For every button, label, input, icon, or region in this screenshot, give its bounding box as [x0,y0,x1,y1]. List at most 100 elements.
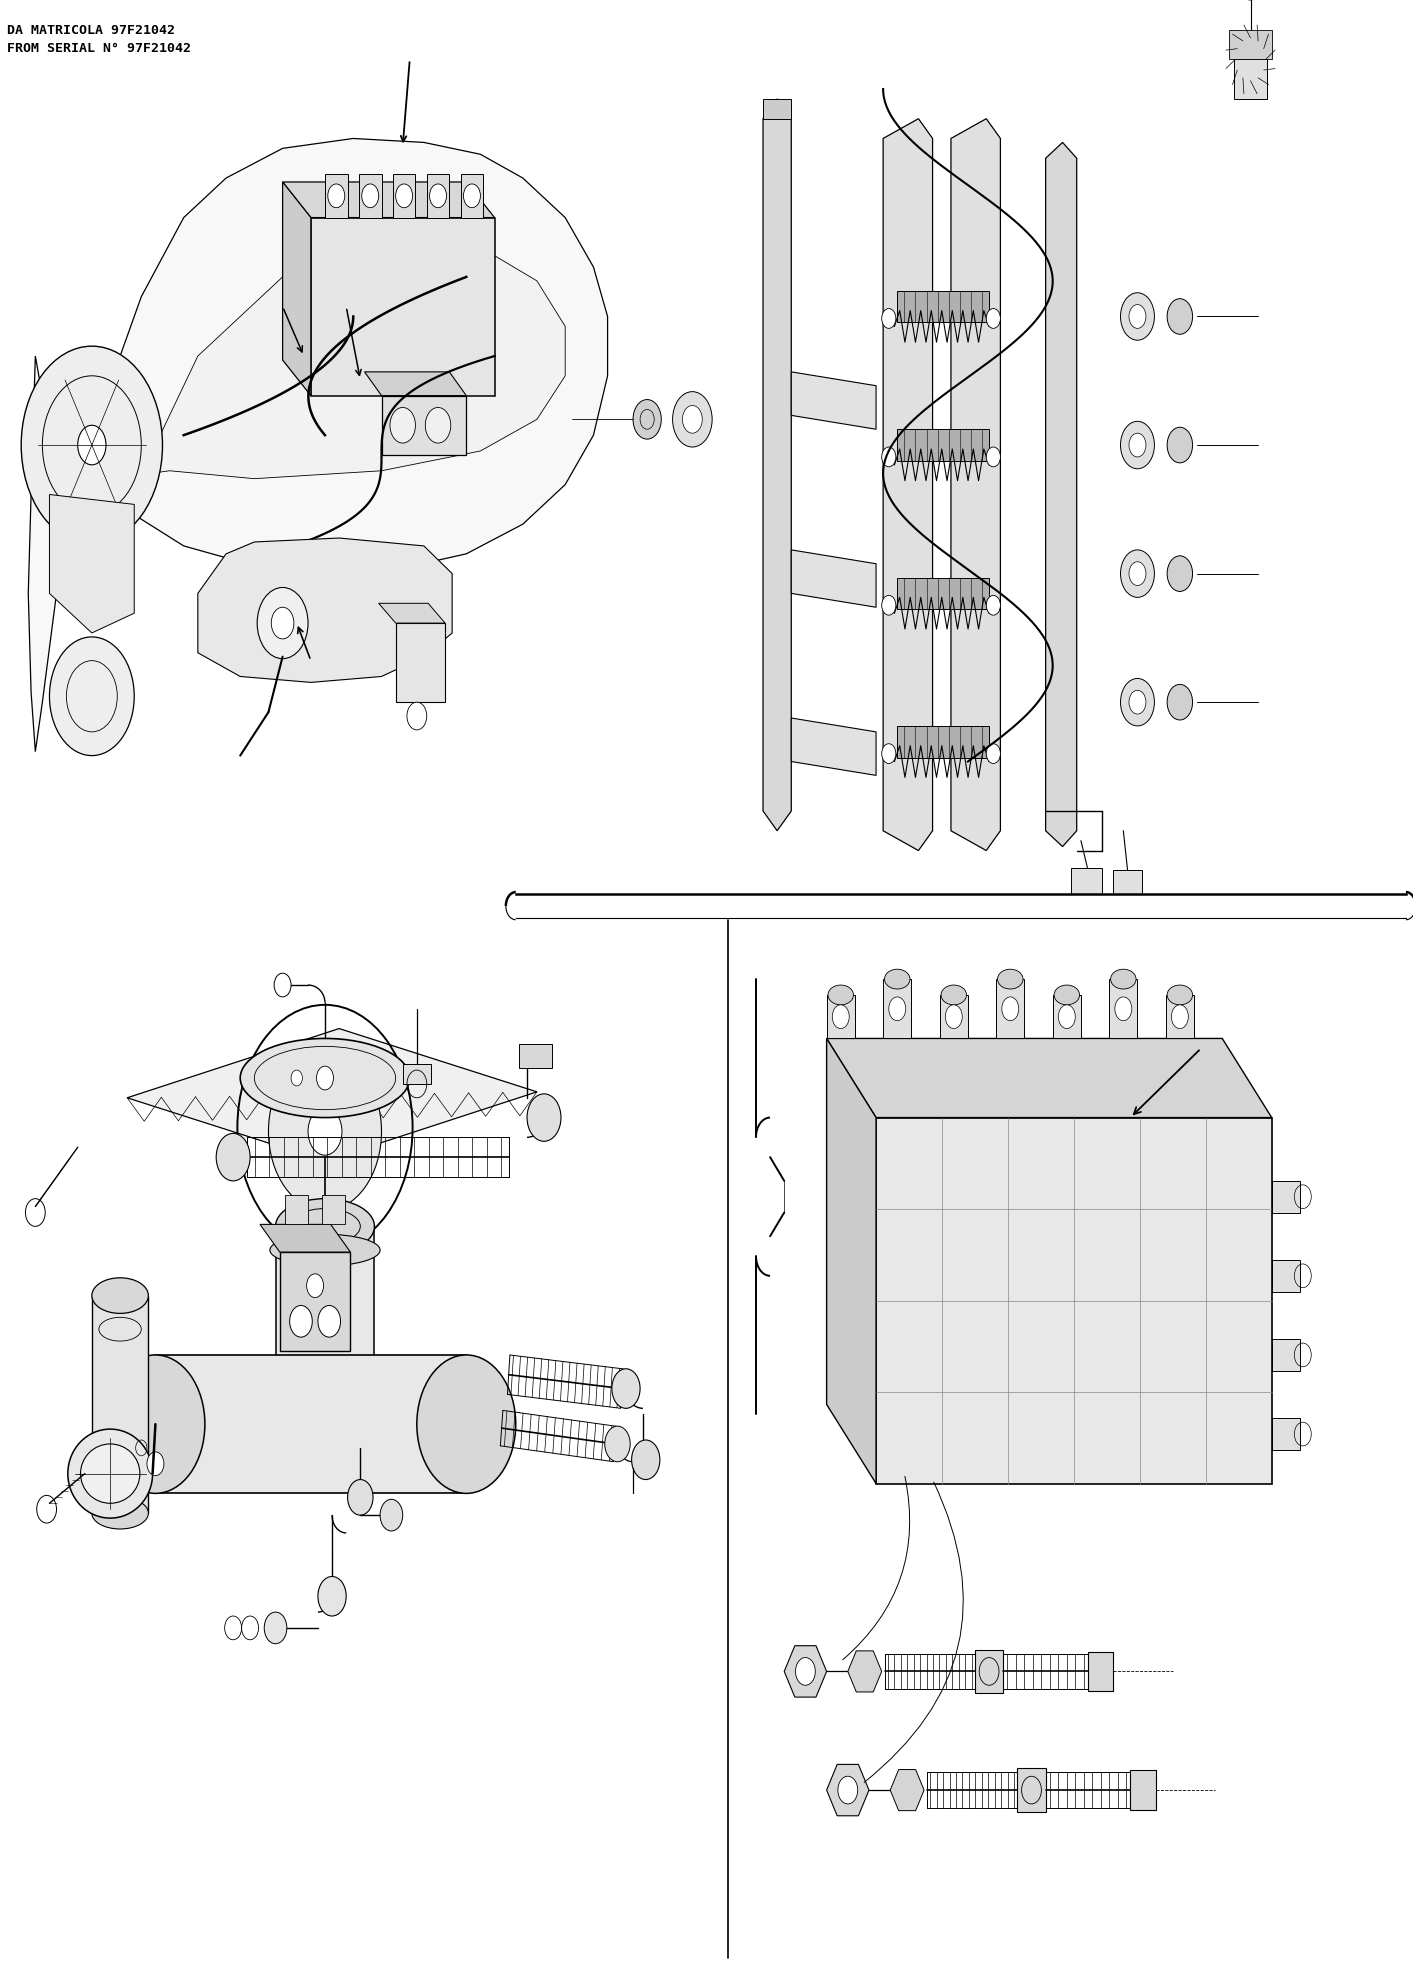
Polygon shape [791,718,876,775]
Bar [996,979,1024,1038]
Bar [1053,995,1081,1038]
Circle shape [1171,1005,1188,1029]
Circle shape [1129,562,1146,585]
Bar [1272,1339,1300,1371]
Circle shape [882,447,896,467]
Circle shape [264,1612,287,1644]
Circle shape [290,1305,312,1337]
Circle shape [407,702,427,730]
Ellipse shape [1111,969,1136,989]
Bar [1272,1181,1300,1213]
Ellipse shape [240,1038,410,1118]
Circle shape [257,587,308,659]
Circle shape [986,309,1000,328]
Circle shape [21,346,162,544]
Ellipse shape [885,969,910,989]
Bar [359,174,382,218]
Polygon shape [198,538,452,682]
Polygon shape [848,1652,882,1691]
Circle shape [318,1305,341,1337]
Circle shape [945,1005,962,1029]
Ellipse shape [276,1199,374,1254]
Text: DA MATRICOLA 97F21042: DA MATRICOLA 97F21042 [7,24,175,38]
Bar [325,174,348,218]
Text: FROM SERIAL N° 97F21042: FROM SERIAL N° 97F21042 [7,42,191,55]
Polygon shape [141,237,565,479]
Circle shape [612,1369,640,1408]
Circle shape [1129,690,1146,714]
Polygon shape [827,1038,1272,1118]
Polygon shape [283,182,311,396]
Polygon shape [897,578,989,609]
Polygon shape [127,1029,537,1161]
Bar [382,396,466,455]
Circle shape [1002,997,1019,1021]
Circle shape [832,1005,849,1029]
Ellipse shape [106,1355,205,1493]
Ellipse shape [1054,985,1080,1005]
Circle shape [986,447,1000,467]
Bar [92,1296,148,1513]
Bar [1088,1652,1113,1691]
Bar [322,1195,345,1224]
Circle shape [1121,421,1154,469]
Polygon shape [890,1770,924,1810]
Circle shape [682,405,702,433]
Bar [1109,979,1137,1038]
Bar [461,174,483,218]
Circle shape [307,1274,324,1298]
Ellipse shape [941,985,966,1005]
Bar [276,1226,374,1394]
Circle shape [527,1094,561,1141]
Circle shape [796,1658,815,1685]
Bar [393,174,415,218]
Bar [883,979,911,1038]
Bar [1017,1768,1046,1812]
Bar [1272,1260,1300,1292]
Bar [827,995,855,1038]
Circle shape [291,1070,302,1086]
Circle shape [986,744,1000,764]
Circle shape [1167,427,1193,463]
Circle shape [1121,293,1154,340]
Polygon shape [283,182,495,218]
Circle shape [430,184,447,208]
Bar [1166,995,1194,1038]
Ellipse shape [283,1207,367,1246]
Circle shape [1167,556,1193,591]
Bar [285,1195,308,1224]
Bar [1071,868,1102,894]
Circle shape [1129,305,1146,328]
Circle shape [633,400,661,439]
Ellipse shape [276,1371,374,1418]
Circle shape [268,1052,382,1211]
Polygon shape [791,372,876,429]
Bar [1130,1770,1156,1810]
Polygon shape [763,99,791,831]
Bar [403,1064,431,1084]
Circle shape [1121,678,1154,726]
Circle shape [396,184,413,208]
Polygon shape [951,119,1000,851]
Circle shape [78,425,106,465]
Bar [311,218,495,396]
Polygon shape [28,138,608,752]
Bar [280,1252,350,1351]
Circle shape [425,407,451,443]
Circle shape [1167,299,1193,334]
Polygon shape [784,1646,827,1697]
Ellipse shape [68,1428,153,1519]
Bar [763,99,791,119]
Circle shape [632,1440,660,1480]
Circle shape [1129,433,1146,457]
Circle shape [216,1133,250,1181]
Circle shape [882,595,896,615]
Circle shape [1058,1005,1075,1029]
Circle shape [380,1499,403,1531]
Polygon shape [897,291,989,322]
Polygon shape [365,372,466,396]
Polygon shape [883,119,933,851]
Bar [155,1355,466,1493]
Polygon shape [379,603,445,623]
Circle shape [463,184,480,208]
